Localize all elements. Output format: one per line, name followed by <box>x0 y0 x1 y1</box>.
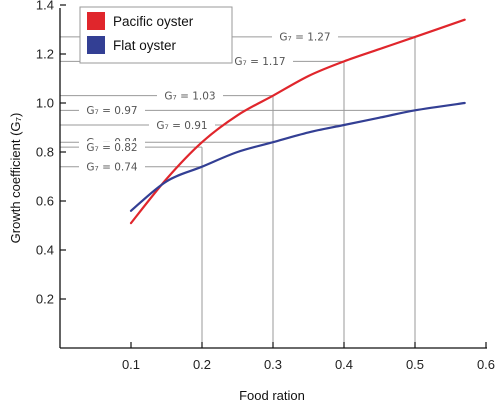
legend-label: Pacific oyster <box>113 14 194 29</box>
axes: 0.2 0.4 0.6 0.8 1.0 1.2 1.4 0.1 0.2 0.3 0.4 0.5 0.6 <box>36 0 495 372</box>
annotation-label: G₇ = 0.82 <box>86 142 137 154</box>
x-tick-label: 0.4 <box>335 357 353 372</box>
x-tick-label: 0.1 <box>122 357 140 372</box>
x-tick-label: 0.2 <box>193 357 211 372</box>
guide-lines <box>60 36 416 348</box>
y-tick-label: 1.0 <box>36 96 54 111</box>
annotation-label: G₇ = 1.03 <box>164 90 215 102</box>
annotation-label: G₇ = 0.91 <box>156 120 207 132</box>
y-tick-label: 1.2 <box>36 47 54 62</box>
legend-swatch <box>87 12 105 30</box>
annotation-label-bg <box>227 55 293 67</box>
annotation-label-bg <box>79 141 145 153</box>
annotation-label-bg <box>149 119 215 131</box>
series-line-flat-oyster <box>129 101 466 212</box>
y-tick-label: 0.8 <box>36 145 54 160</box>
annotation-label: G₇ = 1.27 <box>279 32 330 44</box>
annotation-label-bg <box>272 30 338 42</box>
annotation-label-bg <box>79 160 145 172</box>
x-tick-label: 0.6 <box>477 357 495 372</box>
y-tick-label: 1.4 <box>36 0 54 13</box>
x-tick-label: 0.5 <box>406 357 424 372</box>
annotation-label: G₇ = 0.74 <box>86 162 138 174</box>
series-curves <box>129 18 466 225</box>
y-axis-title: Growth coefficient (G₇) <box>8 113 23 244</box>
legend-swatch <box>87 36 105 54</box>
legend: Pacific oyster Flat oyster <box>79 6 233 64</box>
legend-box <box>79 6 233 64</box>
annotation-label: G₇ = 1.17 <box>234 56 285 68</box>
x-axis-title: Food ration <box>239 388 305 403</box>
y-tick-label: 0.2 <box>36 292 54 307</box>
annotation-labels: G₇ = 1.27 G₇ = 1.17 G₇ = 1.03 G₇ = 0.97 G₇ =… <box>79 30 338 174</box>
y-tick-label: 0.4 <box>36 243 54 258</box>
annotation-label: G₇ = 0.97 <box>86 105 137 117</box>
series-line-pacific-oyster <box>129 18 466 225</box>
legend-label: Flat oyster <box>113 38 177 53</box>
x-tick-label: 0.3 <box>264 357 282 372</box>
annotation-label-bg <box>79 104 145 116</box>
y-tick-label: 0.6 <box>36 194 54 209</box>
annotation-label-bg <box>157 89 223 101</box>
